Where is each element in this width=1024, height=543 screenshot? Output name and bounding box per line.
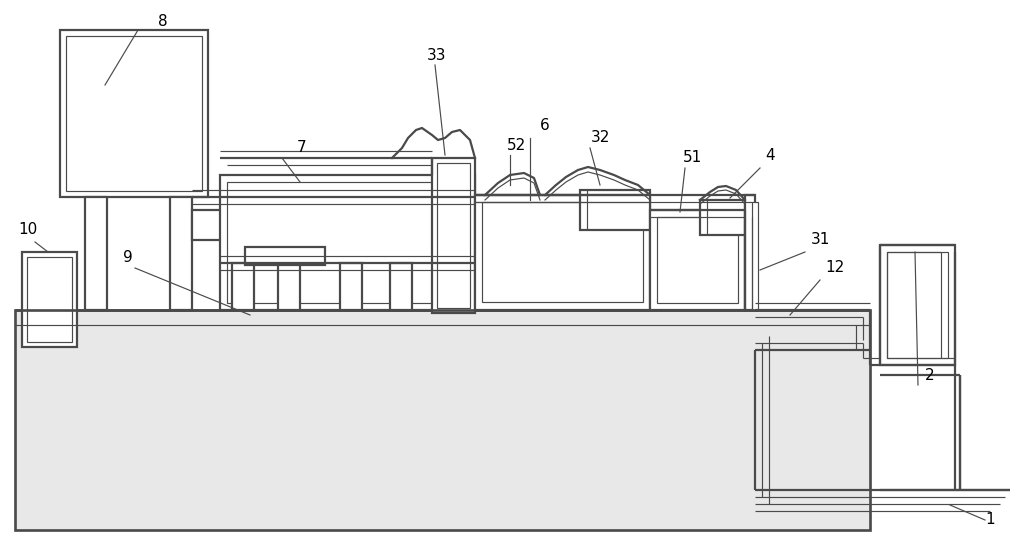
Text: 52: 52: [507, 137, 525, 153]
Text: 1: 1: [985, 513, 994, 527]
Text: 2: 2: [926, 368, 935, 382]
Bar: [432, 158, 475, 313]
Bar: [752, 202, 758, 310]
Text: 4: 4: [765, 148, 775, 162]
Bar: [340, 263, 362, 310]
Bar: [580, 190, 650, 230]
Bar: [85, 197, 106, 310]
Text: 32: 32: [590, 130, 609, 146]
Bar: [700, 200, 745, 235]
Bar: [657, 217, 738, 303]
Bar: [27, 257, 72, 342]
Text: 31: 31: [810, 232, 829, 248]
Bar: [15, 310, 870, 530]
Bar: [745, 195, 755, 310]
Bar: [475, 195, 650, 310]
Bar: [66, 36, 202, 191]
Text: 9: 9: [123, 250, 133, 266]
Bar: [278, 263, 300, 310]
Text: 6: 6: [540, 117, 550, 132]
Bar: [482, 202, 643, 302]
Bar: [245, 247, 325, 265]
Text: 8: 8: [158, 15, 168, 29]
Bar: [227, 182, 468, 303]
Text: 10: 10: [18, 223, 38, 237]
Bar: [880, 245, 955, 365]
Bar: [887, 252, 948, 358]
Bar: [437, 163, 470, 308]
Text: 33: 33: [427, 47, 446, 62]
Bar: [193, 210, 232, 240]
Bar: [390, 263, 412, 310]
Text: 51: 51: [683, 150, 702, 166]
Text: 12: 12: [825, 261, 845, 275]
Bar: [170, 197, 193, 310]
Bar: [232, 263, 254, 310]
Bar: [220, 175, 475, 310]
Bar: [650, 210, 745, 310]
Bar: [60, 30, 208, 197]
Bar: [22, 252, 77, 347]
Text: 7: 7: [297, 141, 307, 155]
